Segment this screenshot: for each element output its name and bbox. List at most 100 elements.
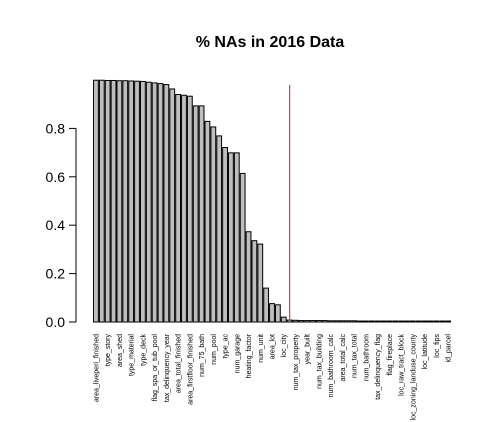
bar-56: [422, 321, 427, 322]
bar-27: [252, 241, 257, 322]
bar-46: [364, 321, 369, 322]
x-tick-label-12: tax_delinquency_year: [164, 333, 171, 402]
bar-5: [123, 81, 128, 322]
bar-50: [387, 321, 392, 322]
bar-32: [281, 317, 286, 322]
y-tick-label-1: 0.2: [46, 266, 66, 282]
y-tick-label-3: 0.6: [46, 169, 66, 185]
bar-60: [446, 321, 451, 322]
x-tick-label-42: area_total_calc: [340, 334, 347, 382]
bar-22: [223, 148, 228, 322]
bar-45: [358, 321, 363, 322]
x-tick-label-36: year_built: [305, 334, 312, 364]
x-tick-label-0: area_liveperi_finished: [93, 334, 100, 402]
bar-15: [182, 95, 187, 322]
y-axis: 0.0 0.2 0.4 0.6 0.8: [46, 120, 76, 330]
x-tick-label-38: num_tax_building: [316, 334, 323, 389]
bar-14: [176, 95, 181, 322]
bar-52: [399, 321, 404, 322]
x-tick-label-16: area_firstfloor_finished: [187, 334, 194, 405]
bar-24: [234, 153, 239, 322]
x-tick-label-60: id_parcel: [446, 334, 453, 363]
bar-55: [416, 321, 421, 322]
bar-20: [211, 127, 216, 322]
bar-21: [217, 136, 222, 322]
bar-19: [205, 121, 210, 322]
x-tick-label-8: type_deck: [140, 334, 147, 366]
bar-34: [293, 320, 298, 322]
bar-16: [187, 96, 192, 322]
bar-51: [393, 321, 398, 322]
x-tick-label-26: heating_factor: [246, 333, 253, 378]
bar-54: [410, 321, 415, 322]
bar-17: [193, 106, 198, 322]
bar-58: [434, 321, 439, 322]
chart-title: % NAs in 2016 Data: [196, 34, 345, 51]
bar-11: [158, 84, 163, 322]
bar-18: [199, 106, 204, 322]
bar-23: [229, 153, 234, 322]
bar-4: [117, 81, 122, 322]
bar-36: [305, 321, 310, 322]
x-tick-label-56: loc_latitude: [422, 334, 429, 370]
x-tick-label-22: type_ac: [223, 334, 230, 359]
bar-30: [270, 304, 275, 322]
bar-29: [264, 288, 269, 322]
bar-0: [94, 80, 99, 322]
x-tick-label-14: area_total_finished: [176, 334, 183, 393]
bar-8: [140, 81, 145, 322]
x-tick-label-2: type_story: [105, 334, 112, 367]
y-tick-label-2: 0.4: [46, 217, 66, 233]
x-tick-label-54: loc_zoning_landuse_county: [410, 334, 417, 421]
x-tick-labels: area_liveperi_finished type_story area_she…: [93, 333, 452, 420]
bar-9: [146, 82, 151, 322]
bar-59: [440, 321, 445, 322]
x-tick-label-4: area_shed: [117, 334, 124, 367]
bar-6: [129, 81, 134, 322]
bar-26: [246, 232, 251, 322]
bar-49: [381, 321, 386, 322]
x-tick-label-18: num_75_bath: [199, 334, 206, 377]
bar-2: [105, 80, 110, 322]
bar-53: [405, 321, 410, 322]
x-tick-label-32: loc_city: [281, 334, 288, 358]
bar-41: [334, 321, 339, 322]
bars-group: [94, 80, 451, 322]
bar-43: [346, 321, 351, 322]
bar-48: [375, 321, 380, 322]
bar-57: [428, 321, 433, 322]
x-tick-label-52: loc_raw_tract_block: [399, 334, 406, 396]
y-tick-label-4: 0.8: [46, 120, 66, 136]
bar-13: [170, 89, 175, 322]
x-tick-label-24: num_garage: [234, 334, 241, 373]
bar-25: [240, 173, 245, 322]
x-tick-label-34: num_tax_property: [293, 334, 300, 391]
x-tick-label-40: num_bathroom_calc: [328, 334, 335, 398]
bar-7: [135, 81, 140, 322]
x-tick-label-10: flag_spa_or_tub_pool: [152, 334, 159, 402]
bar-38: [317, 321, 322, 322]
bar-44: [352, 321, 357, 322]
bar-42: [340, 321, 345, 322]
bar-28: [258, 244, 263, 322]
x-tick-label-46: num_bathroom: [363, 334, 370, 381]
x-tick-label-6: type_material: [129, 334, 136, 376]
bar-3: [111, 80, 116, 322]
x-tick-label-58: loc_fips: [434, 334, 441, 358]
bar-1: [99, 80, 104, 322]
x-tick-label-28: num_unit: [258, 334, 265, 363]
bar-35: [299, 321, 304, 322]
y-tick-label-0: 0.0: [46, 314, 66, 330]
bar-10: [152, 83, 157, 322]
bar-12: [164, 85, 169, 322]
bar-39: [322, 321, 327, 322]
x-tick-label-48: tax_delinquency_flag: [375, 334, 382, 400]
x-tick-label-20: num_pool: [211, 334, 218, 365]
bar-31: [275, 305, 280, 322]
bar-37: [311, 321, 316, 322]
x-tick-label-30: area_lot: [270, 334, 277, 359]
x-tick-label-50: flag_fireplace: [387, 334, 394, 376]
bar-47: [369, 321, 374, 322]
x-tick-label-44: num_tax_total: [352, 334, 359, 378]
